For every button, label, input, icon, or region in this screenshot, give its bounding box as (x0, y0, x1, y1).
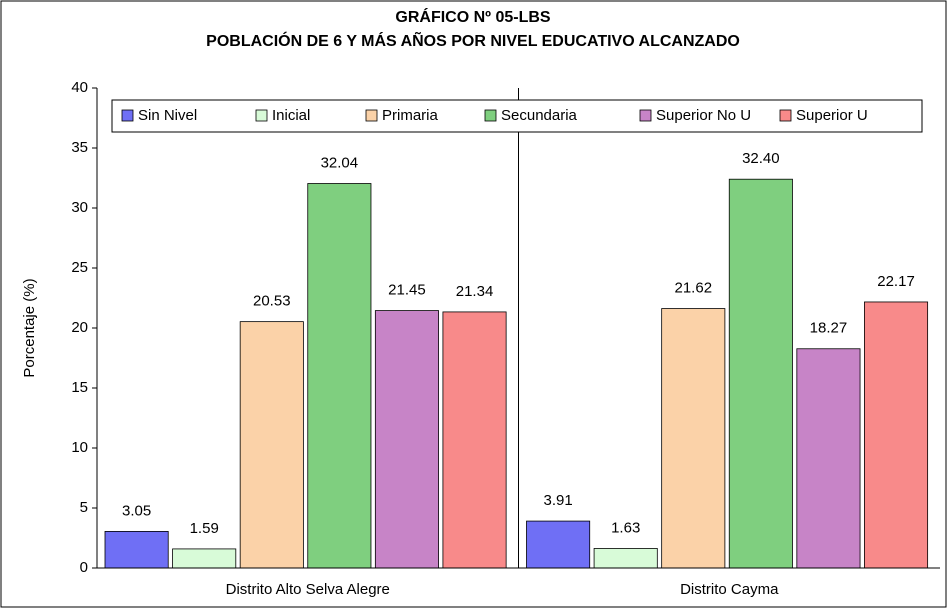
bar (864, 301, 929, 569)
bar (172, 548, 237, 569)
legend-label: Primaria (382, 107, 438, 124)
y-tick-label: 0 (80, 559, 88, 576)
data-label: 21.45 (388, 282, 426, 299)
data-label: 32.04 (321, 154, 359, 171)
data-label: 1.59 (190, 520, 219, 537)
legend-swatch (121, 109, 134, 122)
legend-swatch (779, 109, 792, 122)
legend-label: Sin Nivel (138, 107, 197, 124)
legend-label: Inicial (272, 107, 310, 124)
data-label: 32.40 (742, 150, 780, 167)
bar (728, 178, 793, 569)
bar (239, 321, 304, 569)
bar (661, 308, 726, 569)
bar (442, 311, 507, 569)
y-axis-label: Porcentaje (%) (21, 278, 38, 377)
bar (796, 348, 861, 569)
data-label: 20.53 (253, 293, 291, 310)
y-tick-label: 15 (71, 379, 88, 396)
bar (307, 183, 372, 569)
y-tick-label: 30 (71, 199, 88, 216)
legend-label: Superior U (796, 107, 868, 124)
x-tick-label: Distrito Alto Selva Alegre (226, 581, 390, 598)
chart-subtitle: POBLACIÓN DE 6 Y MÁS AÑOS POR NIVEL EDUC… (206, 30, 740, 50)
y-tick-label: 35 (71, 139, 88, 156)
data-label: 21.62 (675, 280, 713, 297)
data-label: 22.17 (877, 273, 915, 290)
bar (374, 310, 439, 569)
data-label: 1.63 (611, 519, 640, 536)
legend-swatch (484, 109, 497, 122)
bar (593, 548, 658, 569)
legend-label: Superior No U (656, 107, 751, 124)
data-label: 3.91 (544, 492, 573, 509)
chart-title: GRÁFICO Nº 05-LBS (395, 7, 551, 26)
y-tick-label: 40 (71, 79, 88, 96)
y-tick-label: 10 (71, 439, 88, 456)
y-tick-label: 20 (71, 319, 88, 336)
legend-swatch (255, 109, 268, 122)
legend-label: Secundaria (501, 107, 578, 124)
x-tick-label: Distrito Cayma (680, 581, 779, 598)
legend-swatch (639, 109, 652, 122)
legend-swatch (365, 109, 378, 122)
data-label: 18.27 (810, 320, 848, 337)
data-label: 3.05 (122, 502, 151, 519)
bar (104, 531, 169, 569)
y-tick-label: 5 (80, 499, 88, 516)
y-tick-label: 25 (71, 259, 88, 276)
data-label: 21.34 (456, 283, 494, 300)
bar (526, 520, 591, 569)
